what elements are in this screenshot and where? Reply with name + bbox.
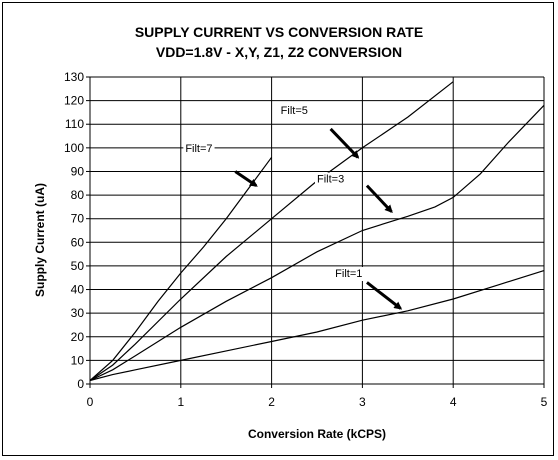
y-tick-label: 120 [64,94,84,108]
y-tick-label: 30 [71,306,85,320]
x-tick-label: 1 [177,395,184,409]
grid [86,76,545,388]
x-tick-label: 3 [359,395,366,409]
annotation-label-filt-5: Filt=5 [281,105,308,117]
annotation-arrow-filt-5 [329,127,360,159]
y-tick-label: 80 [71,188,85,202]
y-tick-label: 130 [64,70,84,84]
series-line-filt-1 [89,270,545,382]
y-tick-label: 60 [71,235,85,249]
annotations: Filt=7 Filt=5 Filt=3 Filt=1 [183,104,403,310]
annotation-box [183,141,215,156]
annotation-arrow-filt-1 [366,281,403,310]
y-tick-label: 20 [71,330,85,344]
y-tick-label: 90 [71,164,85,178]
y-tick-label: 50 [71,259,85,273]
series-line-filt-5 [89,81,454,381]
x-tick-label: 5 [541,395,548,409]
y-tick-label: 70 [71,212,85,226]
y-axis-label: Supply Current (uA) [33,183,47,297]
chart-subtitle: VDD=1.8V - X,Y, Z1, Z2 CONVERSION [156,44,402,60]
y-tick-label: 10 [71,353,85,367]
annotation-label-filt-1: Filt=1 [335,268,362,280]
tick-labels: 0 10 20 30 40 50 60 70 80 90 100 110 120 130 0 1 2 3 4 5 [64,70,548,409]
annotation-arrow-filt-7 [234,170,258,187]
y-tick-label: 100 [64,141,84,155]
x-tick-label: 4 [450,395,457,409]
series-line-filt-3 [89,104,545,382]
y-tick-label: 0 [77,377,84,391]
chart-title: SUPPLY CURRENT VS CONVERSION RATE [135,24,423,40]
annotation-box [333,267,365,282]
y-tick-label: 40 [71,283,85,297]
annotation-arrow-filt-3 [365,184,393,214]
series-lines [89,81,545,382]
x-tick-label: 0 [87,395,94,409]
annotation-label-filt-7: Filt=7 [185,143,212,155]
series-line-filt-7 [89,156,273,381]
y-tick-label: 110 [65,117,84,131]
annotation-box [278,104,310,119]
annotation-box [315,172,347,187]
x-tick-label: 2 [268,395,275,409]
annotation-label-filt-3: Filt=3 [317,174,344,186]
x-axis-label: Conversion Rate (kCPS) [248,427,386,441]
chart-frame [2,2,554,456]
